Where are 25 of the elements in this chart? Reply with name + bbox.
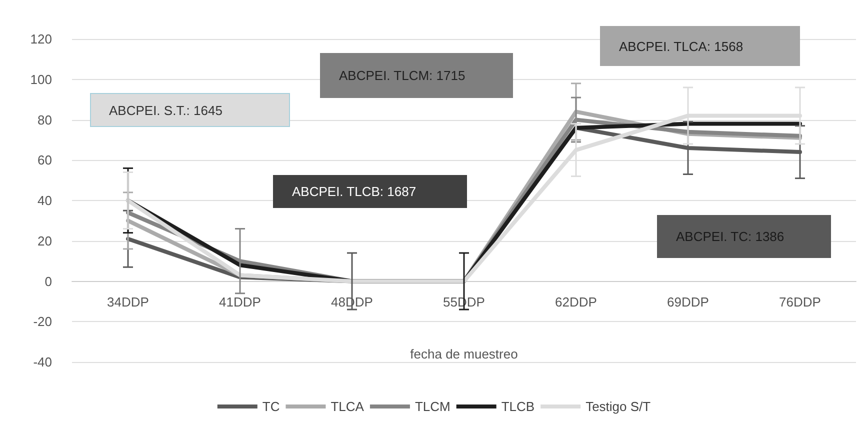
- legend-label: TC: [262, 399, 280, 414]
- x-tick-label: 69DDP: [667, 294, 709, 310]
- text-box: ABCPEI. TLCB: 1687: [273, 175, 467, 208]
- legend-label: TLCA: [330, 399, 364, 414]
- text-box: ABCPEI. S.T.: 1645: [90, 93, 290, 127]
- x-tick-label: 34DDP: [107, 294, 149, 310]
- y-tick-label: 0: [44, 274, 52, 289]
- text-box: ABCPEI. TLCM: 1715: [320, 53, 513, 98]
- x-tick-label: 62DDP: [555, 294, 597, 310]
- y-tick-label: 40: [38, 193, 52, 208]
- x-tick-label: 41DDP: [219, 294, 261, 310]
- legend-label: Testigo S/T: [586, 399, 651, 414]
- y-tick-label: 20: [38, 233, 52, 248]
- text-box: ABCPEI. TLCA: 1568: [600, 26, 800, 66]
- x-tick-label: 76DDP: [779, 294, 821, 310]
- y-tick-label: 100: [30, 72, 52, 87]
- y-tick-label: 80: [38, 112, 52, 128]
- y-tick-label: -20: [33, 314, 52, 330]
- text-box: ABCPEI. TC: 1386: [657, 215, 831, 258]
- legend-label: TLCM: [414, 399, 450, 414]
- y-tick-label: 120: [30, 32, 52, 46]
- x-axis-title: fecha de muestreo: [410, 346, 518, 362]
- legend-label: TLCB: [501, 399, 535, 414]
- y-tick-label: -40: [33, 354, 52, 370]
- y-tick-label: 60: [38, 152, 52, 168]
